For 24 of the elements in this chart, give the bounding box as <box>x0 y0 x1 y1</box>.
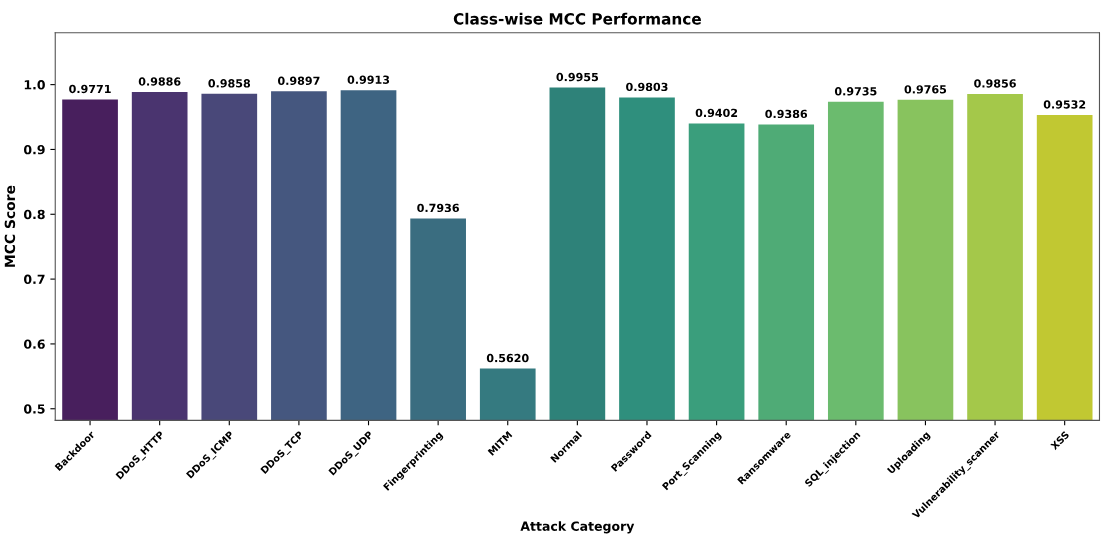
data-label: 0.9532 <box>1043 100 1086 109</box>
chart-title: Class-wise MCC Performance <box>453 12 701 25</box>
data-label: 0.9402 <box>695 108 738 118</box>
data-label: 0.9386 <box>765 109 808 119</box>
data-label: 0.7936 <box>417 203 459 213</box>
data-label: 0.9765 <box>904 85 947 94</box>
y-tick-label: 0.6 <box>23 339 45 349</box>
data-label: 0.9735 <box>834 87 877 96</box>
x-axis-title: Attack Category <box>520 521 635 534</box>
y-tick-label: 0.5 <box>23 404 45 414</box>
y-axis-title: MCC Score <box>4 185 16 267</box>
data-label: 0.9771 <box>69 84 111 94</box>
data-label: 0.9955 <box>556 72 599 82</box>
data-label: 0.5620 <box>486 353 529 363</box>
y-tick-label: 0.9 <box>23 144 45 155</box>
y-tick-label: 0.7 <box>23 274 45 285</box>
data-label: 0.9913 <box>347 75 390 84</box>
data-label: 0.9858 <box>208 79 251 88</box>
data-label: 0.9856 <box>974 79 1016 88</box>
data-label: 0.9886 <box>138 77 181 86</box>
y-tick-label: 0.8 <box>23 209 45 220</box>
data-label: 0.9897 <box>278 76 320 85</box>
data-label: 0.9803 <box>626 82 668 92</box>
y-tick-label: 1.0 <box>24 80 45 90</box>
